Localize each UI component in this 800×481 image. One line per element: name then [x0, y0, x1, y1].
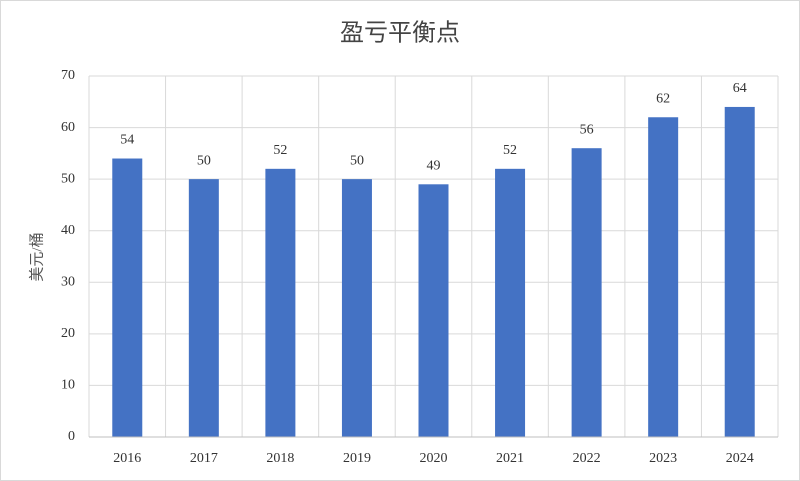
- x-tick-label: 2023: [649, 451, 677, 466]
- bar: [418, 184, 449, 437]
- data-label: 64: [733, 81, 747, 96]
- bar: [724, 106, 755, 437]
- data-label: 52: [273, 143, 287, 158]
- bar: [495, 168, 526, 438]
- bar: [571, 148, 602, 437]
- y-tick-label: 0: [68, 429, 75, 444]
- data-label: 49: [427, 159, 441, 174]
- x-tick-label: 2017: [190, 451, 218, 466]
- data-label: 50: [197, 153, 211, 168]
- bar: [265, 168, 296, 438]
- x-tick-label: 2018: [266, 451, 294, 466]
- bar: [341, 179, 372, 437]
- data-label: 54: [120, 133, 134, 148]
- x-tick-label: 2022: [573, 451, 601, 466]
- y-tick-label: 10: [61, 378, 75, 393]
- bar: [112, 158, 143, 437]
- x-tick-label: 2021: [496, 451, 524, 466]
- y-tick-label: 40: [61, 223, 75, 238]
- chart-title: 盈亏平衡点: [340, 20, 460, 47]
- y-tick-label: 60: [61, 120, 75, 135]
- bar: [188, 179, 219, 437]
- y-tick-label: 70: [61, 68, 75, 83]
- data-label: 56: [580, 122, 594, 137]
- y-tick-label: 30: [61, 275, 75, 290]
- data-label: 62: [656, 91, 670, 106]
- x-tick-label: 2020: [420, 451, 448, 466]
- bar: [648, 117, 679, 437]
- y-tick-label: 50: [61, 171, 75, 186]
- y-axis-title: 美元/桶: [28, 232, 45, 281]
- x-tick-label: 2016: [113, 451, 141, 466]
- data-label: 52: [503, 143, 517, 158]
- x-tick-label: 2024: [726, 451, 754, 466]
- y-tick-label: 20: [61, 326, 75, 341]
- data-label: 50: [350, 153, 364, 168]
- x-tick-label: 2019: [343, 451, 371, 466]
